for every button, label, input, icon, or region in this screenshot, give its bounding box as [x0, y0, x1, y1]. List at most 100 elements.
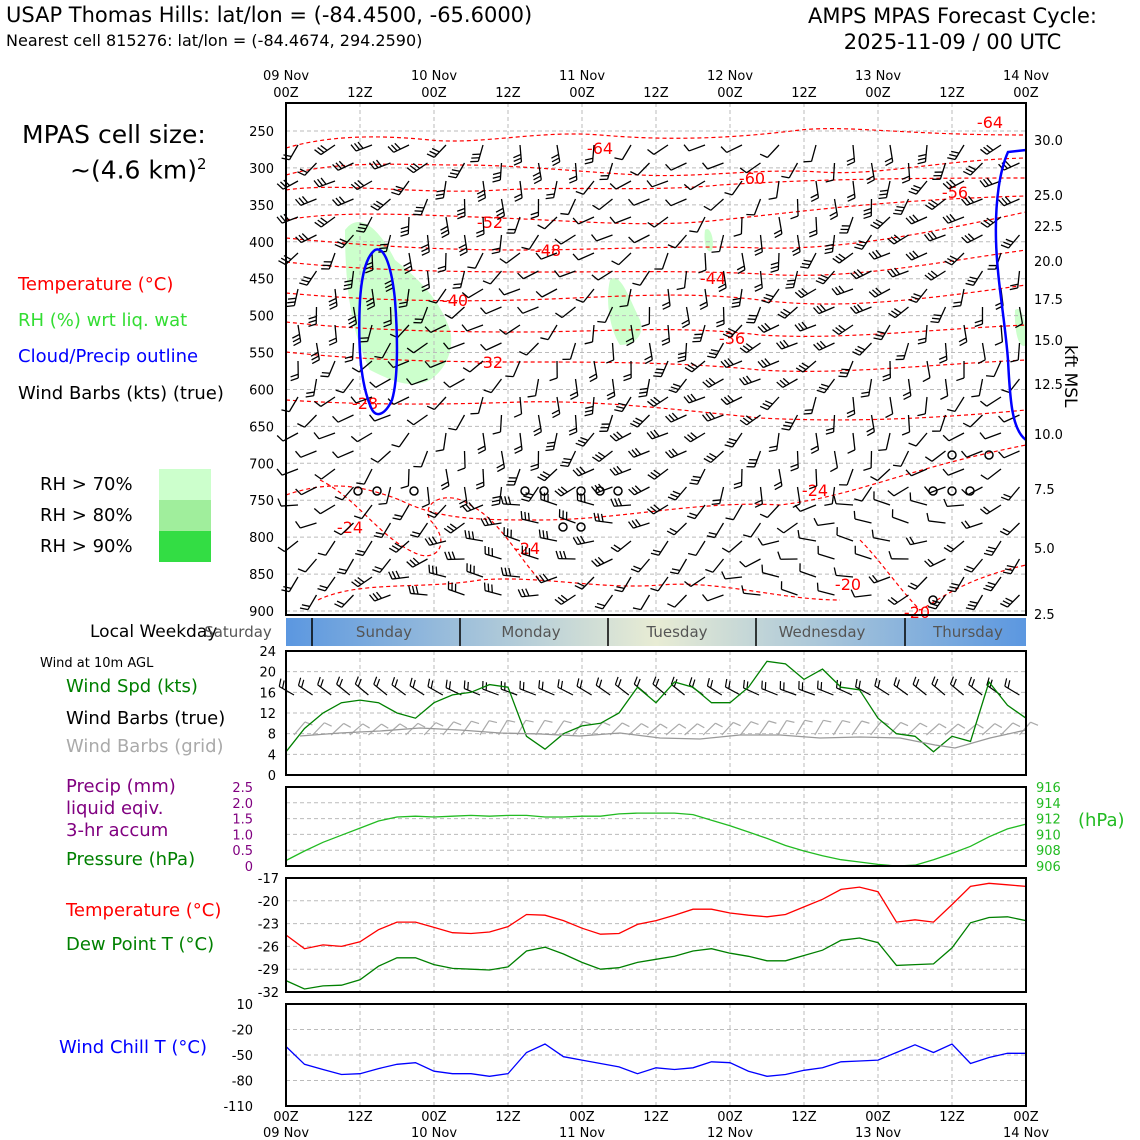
wind-barb — [792, 270, 799, 288]
kft-tick-label: 15.0 — [1034, 334, 1063, 349]
wind-barb-flag — [794, 291, 802, 299]
wind-barb — [412, 558, 428, 568]
wind-barb-flag — [801, 321, 808, 329]
cell-size-text: ~(4.6 km) — [70, 155, 197, 185]
wind-barb — [963, 324, 968, 342]
legend-temperature: Temperature (°C) — [18, 274, 174, 295]
wind-barb-flag — [689, 230, 698, 233]
wind-barb-flag — [871, 251, 879, 259]
wind-barb-flag — [858, 240, 867, 244]
wind-barb — [560, 594, 576, 605]
time-series-panels: 0481216202400.51.01.52.02.59069089109129… — [223, 645, 1060, 1115]
wind-barb-flag — [711, 502, 720, 505]
wind-barb-flag — [697, 723, 705, 729]
wind-barb — [574, 162, 578, 181]
wind-barb — [690, 576, 706, 587]
wind-barb-flag — [913, 293, 922, 298]
wind-barb-flag — [417, 722, 426, 728]
wind-barb-flag — [908, 190, 917, 195]
wind-barb-flag — [830, 215, 838, 221]
wind-barb — [653, 504, 669, 515]
wind-barb-flag — [824, 503, 833, 507]
wind-barb-flag — [823, 719, 832, 723]
wind-barb-flag — [942, 434, 950, 442]
wind-barb-flag — [563, 720, 572, 724]
wind-barb-flag — [385, 283, 393, 289]
wind-barb-flag — [451, 169, 460, 172]
wind-barb — [854, 518, 872, 524]
wind-barb-flag — [449, 172, 459, 176]
wind-barb-flag — [429, 150, 438, 156]
wind-barb — [799, 504, 817, 512]
top-hour-label: 00Z — [1013, 86, 1039, 101]
wind-barb — [732, 504, 743, 521]
wind-barb-flag — [557, 488, 565, 495]
wind-barb-flag — [394, 542, 403, 548]
wind-barb-flag — [720, 146, 728, 153]
wind-barb — [815, 432, 820, 450]
wind-barb-flag — [480, 343, 487, 351]
wind-barb — [743, 592, 761, 596]
wind-barb-flag — [773, 481, 782, 487]
wind-barb-flag — [792, 247, 800, 253]
wind-barb — [559, 516, 576, 524]
wind-barb — [685, 306, 691, 324]
wind-barb-flag — [435, 566, 438, 575]
wind-barb-flag — [875, 287, 883, 295]
wind-barb-flag — [804, 719, 813, 723]
wind-barb-flag — [375, 531, 384, 535]
kft-tick-label: 25.0 — [1034, 189, 1063, 204]
wind-barb-flag — [576, 536, 582, 545]
wind-barb — [503, 574, 521, 578]
wind-barb-flag — [399, 723, 408, 729]
kft-tick-label: 12.5 — [1034, 378, 1063, 393]
wind-barb — [444, 252, 447, 271]
wind-barb-flag — [334, 496, 343, 501]
wind-barb-flag — [638, 395, 647, 398]
wind-barb-flag — [933, 314, 942, 317]
wind-barb — [553, 720, 565, 736]
wind-barb — [788, 414, 799, 431]
wind-barb-flag — [875, 219, 884, 225]
wind-barb — [780, 688, 797, 696]
wind-barb-flag — [391, 444, 400, 448]
wind-barb-flag — [540, 337, 549, 341]
pressure-tick-label: 750 — [249, 494, 274, 509]
wind-barb — [707, 162, 724, 170]
weekday-name: Wednesday — [779, 623, 866, 641]
wind-barb — [761, 688, 778, 696]
wind-barb-flag — [301, 196, 309, 203]
panel-frame — [285, 650, 1027, 776]
wind-barb — [519, 396, 523, 414]
wind-barb — [986, 504, 1002, 515]
wind-barb-flag — [863, 467, 872, 471]
wind-barb — [907, 722, 921, 736]
wind-barb-flag — [546, 445, 555, 448]
wind-barb-flag — [497, 467, 505, 473]
wind-barb-flag — [616, 586, 625, 590]
wind-barb-flag — [350, 435, 358, 443]
wind-barb — [361, 504, 373, 519]
wind-barb-flag — [459, 499, 467, 505]
wind-barb — [466, 537, 484, 542]
wind-barb — [915, 180, 928, 195]
rh70-region-2 — [608, 278, 642, 345]
wind-barb — [870, 721, 882, 736]
wind-barb-flag — [535, 575, 542, 584]
wind-barb-flag — [276, 468, 283, 476]
wind-barb — [696, 468, 706, 485]
wind-barb — [485, 553, 502, 560]
wind-barb — [482, 180, 487, 198]
wind-barb — [633, 198, 650, 206]
precip-tick-label: 2.5 — [232, 781, 253, 796]
wind-barb-flag — [584, 341, 593, 345]
top-hour-label: 12Z — [939, 86, 965, 101]
wind-barb-flag — [854, 498, 863, 502]
wind-barb-flag — [276, 183, 284, 190]
temperature-contour-label: -44 — [700, 269, 726, 288]
wind-barb-flag — [942, 468, 949, 476]
wind-barb — [986, 144, 1002, 155]
wind-barb-flag — [398, 305, 407, 308]
wind-barb-flag — [943, 546, 952, 553]
